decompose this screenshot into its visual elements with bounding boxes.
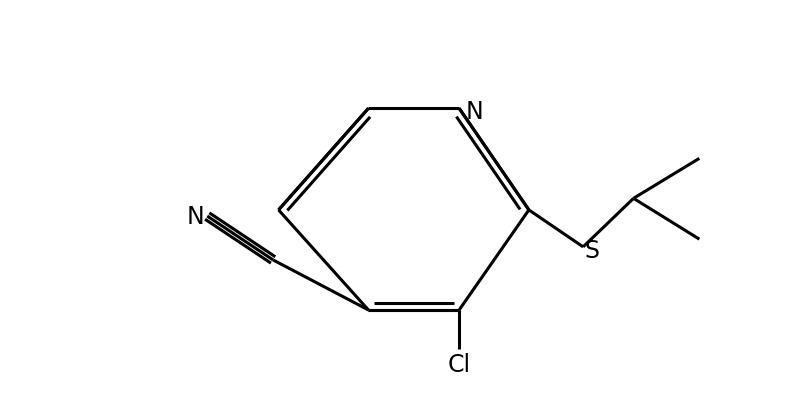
Text: S: S xyxy=(585,238,600,262)
Text: N: N xyxy=(186,204,204,229)
Text: N: N xyxy=(465,100,483,124)
Text: Cl: Cl xyxy=(448,353,471,376)
